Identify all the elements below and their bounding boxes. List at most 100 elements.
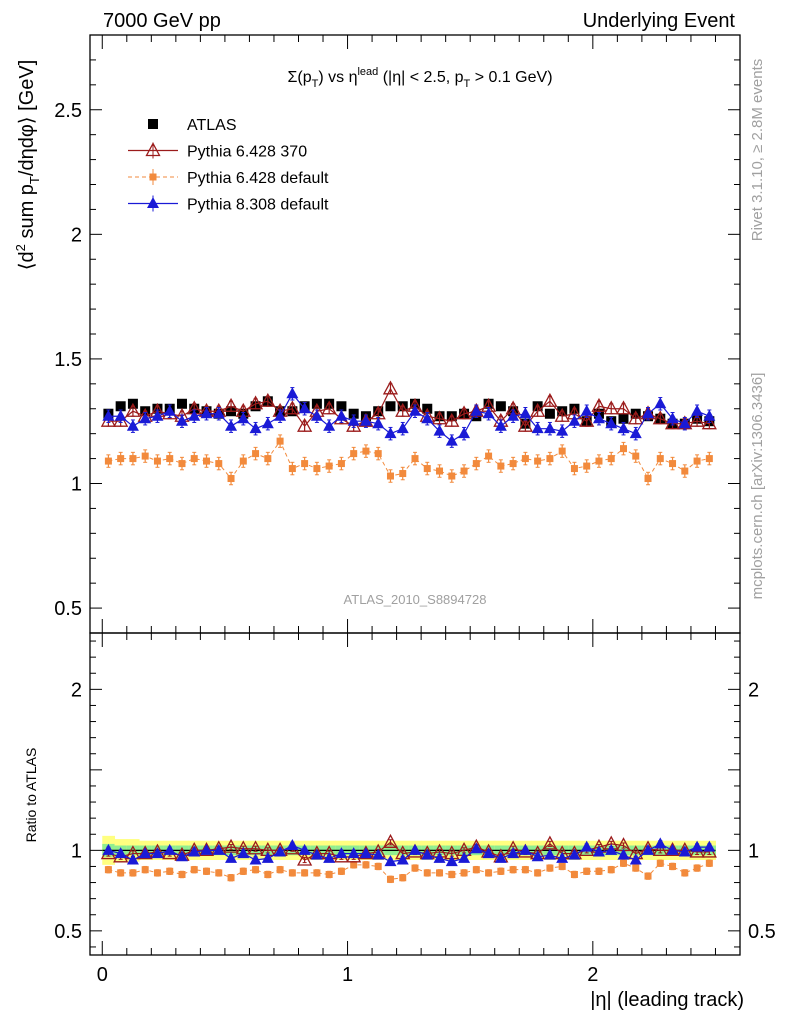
ratio-data-point bbox=[188, 845, 201, 857]
legend-entry: Pythia 8.308 default bbox=[128, 195, 329, 214]
ratio-data-point bbox=[323, 851, 336, 863]
main-data-point bbox=[558, 447, 566, 455]
legend-marker bbox=[148, 119, 158, 129]
ratio-data-point bbox=[509, 866, 517, 874]
main-series-pythia-8-308-default bbox=[102, 387, 716, 448]
ratio-data-point bbox=[276, 866, 284, 874]
main-data-point bbox=[104, 457, 112, 465]
ratio-data-point bbox=[117, 869, 125, 877]
ratio-data-point bbox=[546, 864, 554, 872]
ratio-data-point bbox=[534, 869, 542, 877]
ratio-data-point bbox=[507, 847, 520, 859]
ratio-data-point bbox=[423, 869, 431, 877]
ratio-data-point bbox=[568, 848, 581, 860]
main-data-point bbox=[115, 401, 126, 412]
ratio-data-point bbox=[703, 840, 716, 852]
main-data-point bbox=[384, 427, 397, 439]
main-data-point bbox=[350, 450, 358, 458]
main-data-point bbox=[421, 412, 434, 424]
main-data-point bbox=[579, 412, 595, 427]
main-data-point bbox=[460, 467, 468, 475]
main-data-point bbox=[223, 397, 239, 412]
main-data-point bbox=[618, 413, 629, 424]
ratio-y-tick-label-right: 2 bbox=[748, 679, 759, 701]
main-data-point bbox=[423, 465, 431, 473]
ratio-data-point bbox=[166, 867, 174, 875]
main-data-point bbox=[126, 419, 139, 431]
ratio-series-pythia-6-428-default bbox=[104, 859, 713, 884]
ratio-data-point bbox=[497, 867, 505, 875]
main-data-point bbox=[102, 409, 115, 421]
main-data-point bbox=[433, 424, 446, 436]
main-series-pythia-6-428-default bbox=[104, 434, 713, 486]
ratio-data-point bbox=[705, 859, 713, 867]
main-data-point bbox=[509, 460, 517, 468]
main-data-point bbox=[348, 408, 359, 419]
ratio-data-point bbox=[458, 851, 471, 863]
ratio-data-point bbox=[264, 871, 272, 878]
mcplots-label: mcplots.cern.ch [arXiv:1306.3436] bbox=[749, 373, 766, 600]
ratio-data-point bbox=[693, 864, 701, 872]
ratio-data-point bbox=[225, 851, 238, 863]
main-y-tick-label: 1.5 bbox=[54, 349, 82, 371]
main-data-point bbox=[568, 414, 581, 426]
main-data-point bbox=[190, 455, 198, 463]
ratio-data-point bbox=[433, 851, 446, 863]
ratio-data-point bbox=[421, 848, 434, 860]
ratio-data-point bbox=[237, 847, 250, 859]
ratio-data-point bbox=[644, 872, 652, 880]
analysis-id: ATLAS_2010_S8894728 bbox=[344, 592, 487, 607]
main-data-point bbox=[615, 400, 632, 415]
main-data-point bbox=[595, 457, 603, 465]
main-data-point bbox=[212, 407, 225, 419]
ratio-series-pythia-8-308-default bbox=[102, 837, 716, 867]
ratio-data-point bbox=[460, 869, 468, 877]
main-data-point bbox=[444, 412, 460, 427]
ratio-data-point bbox=[485, 869, 493, 877]
ratio-data-point bbox=[470, 842, 483, 854]
main-data-point bbox=[227, 475, 235, 483]
legend-marker bbox=[147, 197, 159, 208]
ratio-axis-ticks bbox=[90, 633, 741, 955]
header-left: 7000 GeV pp bbox=[103, 10, 221, 32]
main-data-point bbox=[482, 407, 495, 419]
main-data-point bbox=[276, 437, 284, 445]
ratio-series bbox=[100, 833, 717, 884]
ratio-data-point bbox=[151, 847, 164, 859]
ratio-data-point bbox=[543, 848, 556, 860]
main-data-point bbox=[386, 472, 394, 480]
main-data-point bbox=[395, 402, 411, 417]
ratio-data-point bbox=[374, 862, 382, 870]
main-data-point bbox=[703, 409, 716, 421]
ratio-data-point bbox=[104, 866, 112, 874]
main-data-point bbox=[141, 452, 149, 460]
legend: ATLAS Pythia 6.428 370 Pythia 6.428 defaul… bbox=[128, 117, 329, 214]
ratio-data-point bbox=[445, 855, 458, 867]
main-data-point bbox=[200, 407, 213, 419]
main-data-point bbox=[114, 409, 127, 421]
main-y-tick-label: 1 bbox=[71, 474, 82, 496]
main-data-point bbox=[495, 401, 506, 412]
main-data-point bbox=[372, 417, 385, 429]
main-data-point bbox=[652, 410, 668, 425]
ratio-data-point bbox=[595, 867, 603, 875]
main-data-point bbox=[705, 455, 713, 463]
ratio-data-point bbox=[163, 843, 176, 855]
main-data-point bbox=[681, 467, 689, 475]
ratio-data-point bbox=[607, 866, 615, 874]
ratio-data-point bbox=[583, 867, 591, 875]
main-data-point bbox=[543, 422, 556, 434]
ratio-data-point bbox=[325, 871, 333, 878]
main-data-point bbox=[396, 422, 409, 434]
main-data-point bbox=[337, 460, 345, 468]
main-data-point bbox=[288, 465, 296, 473]
main-series bbox=[100, 380, 717, 486]
ratio-data-point bbox=[396, 853, 409, 865]
ratio-data-point bbox=[153, 869, 161, 877]
main-data-point bbox=[701, 415, 717, 430]
ratio-data-point bbox=[472, 866, 480, 874]
main-data-point bbox=[385, 401, 396, 412]
main-data-point bbox=[530, 402, 546, 417]
main-data-point bbox=[617, 422, 630, 434]
